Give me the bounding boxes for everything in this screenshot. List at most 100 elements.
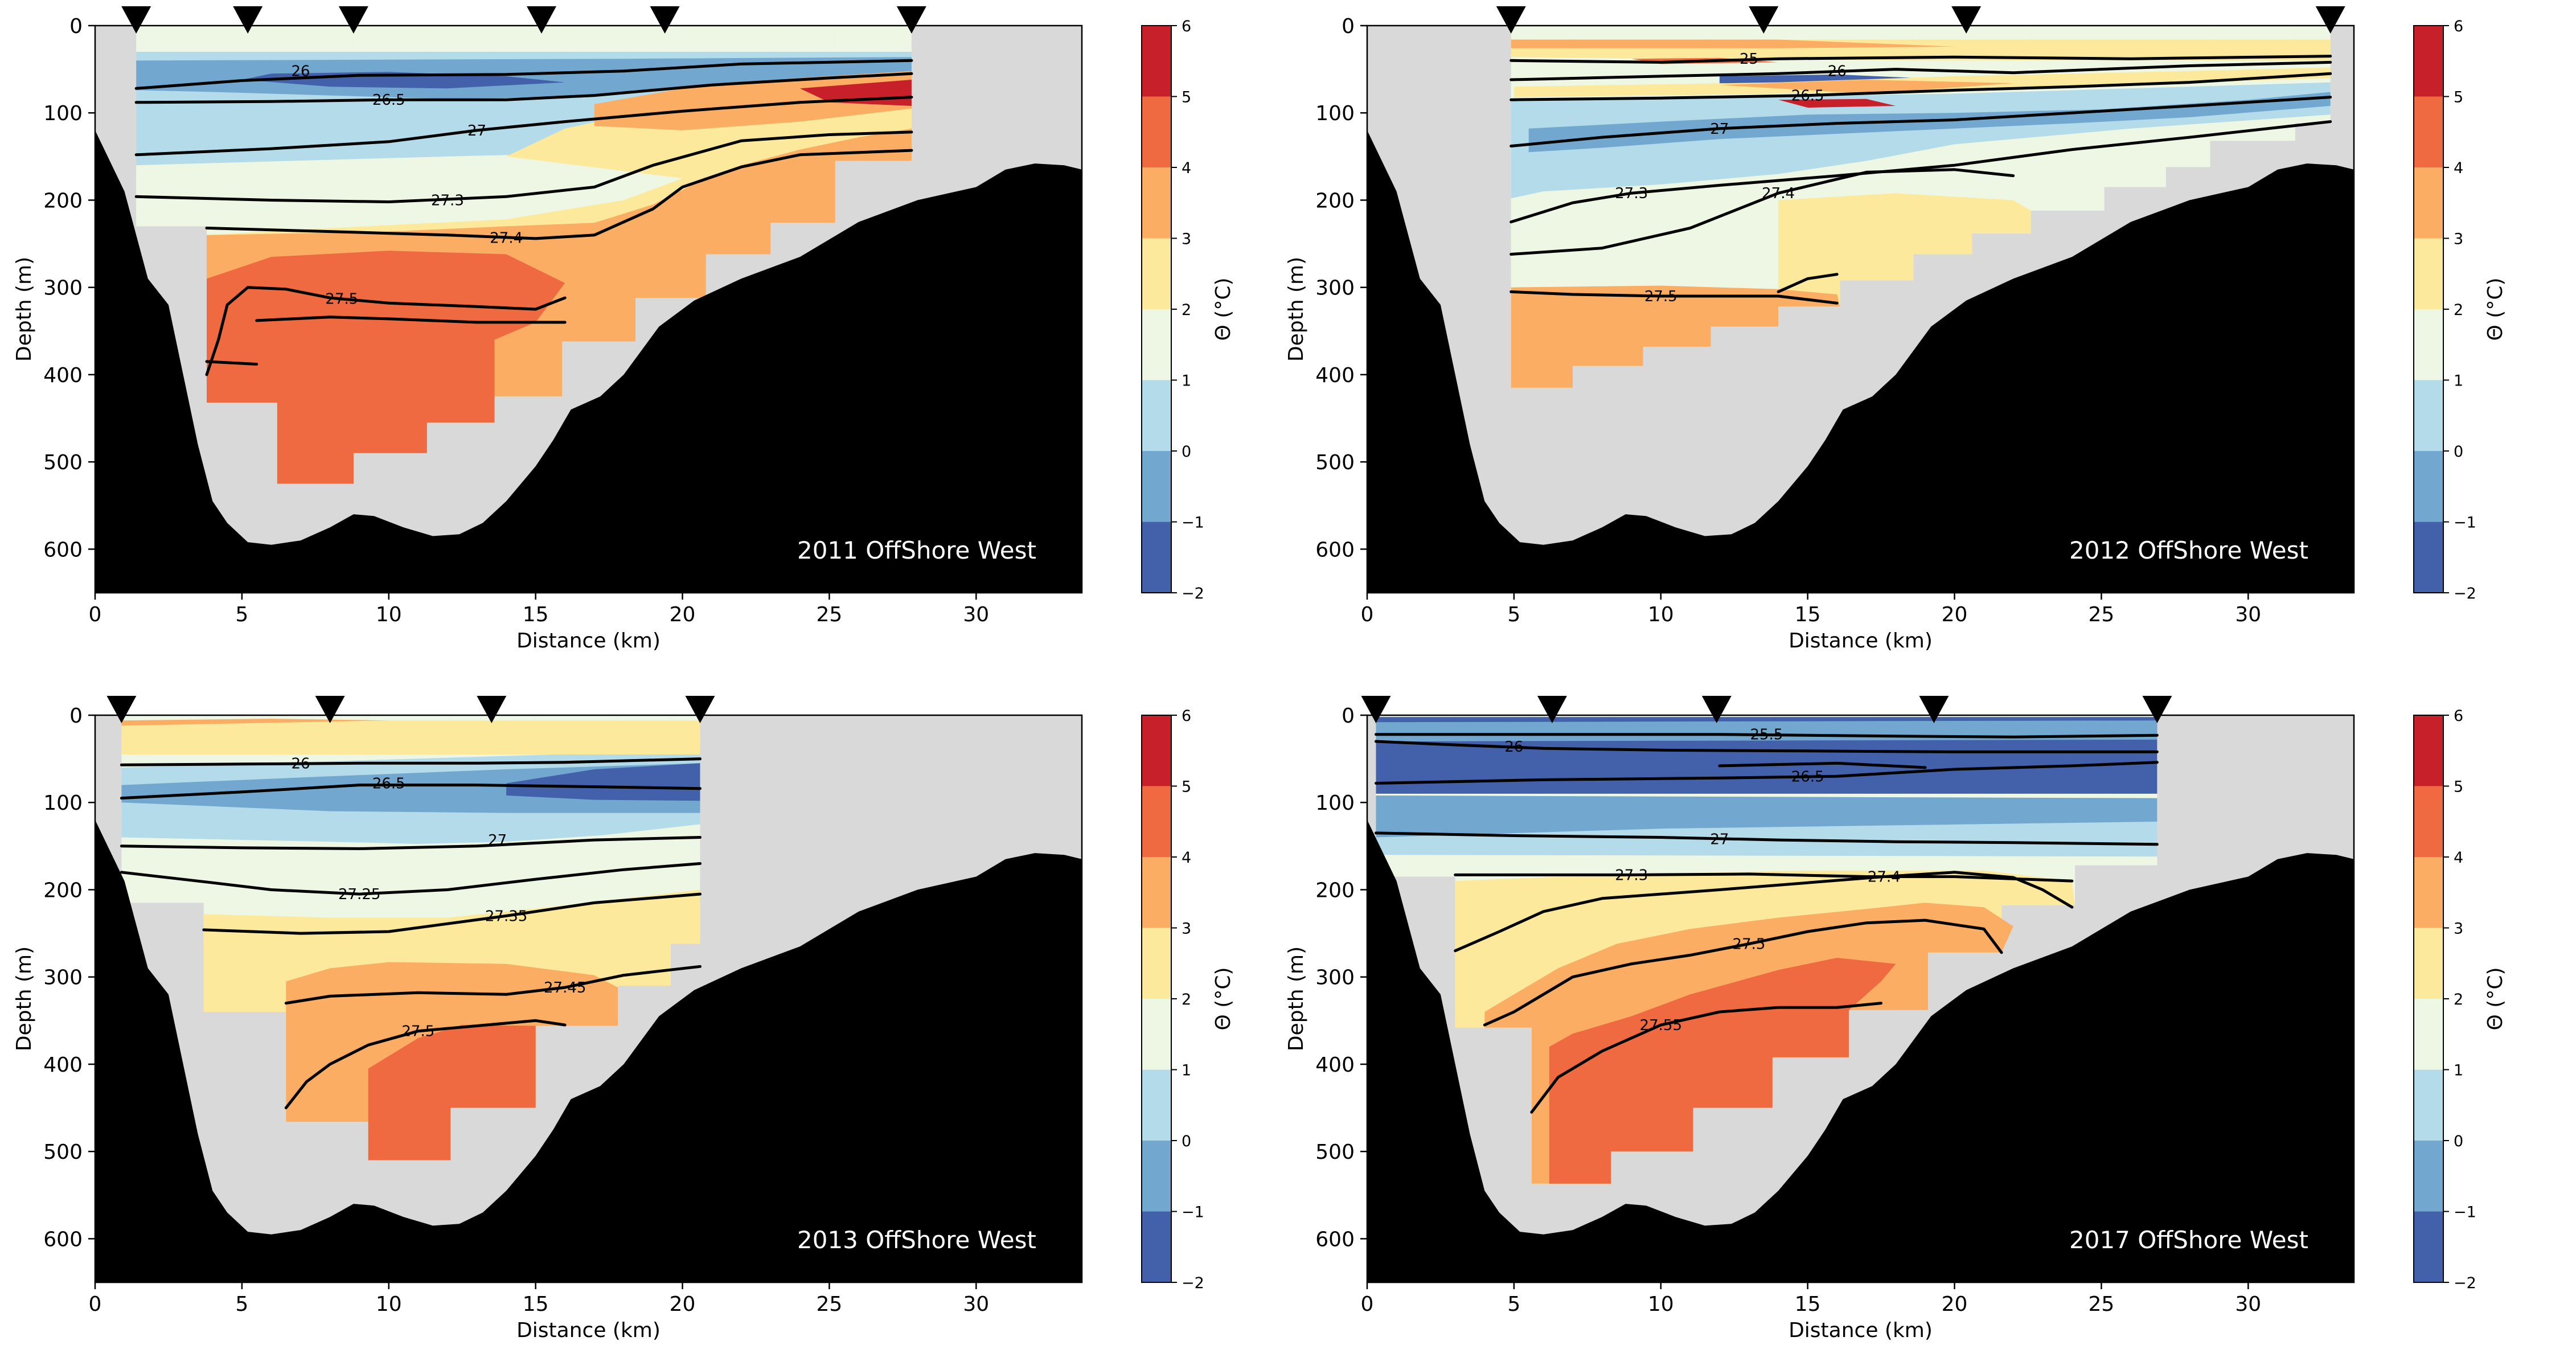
seafloor bbox=[1367, 819, 2354, 1282]
isopycnal-label: 27.55 bbox=[1640, 1017, 1682, 1034]
y-axis-label: Depth (m) bbox=[1285, 257, 1308, 362]
isopycnal-line bbox=[284, 1019, 567, 1109]
x-axis-label: Distance (km) bbox=[516, 629, 661, 653]
isopycnal-line bbox=[1375, 831, 2159, 846]
plot-frame bbox=[1366, 24, 2355, 594]
temperature-field bbox=[368, 1025, 536, 1161]
isopycnal-line bbox=[205, 149, 913, 240]
station-marker bbox=[1951, 6, 1982, 34]
temperature-field bbox=[1549, 958, 1896, 1184]
colorbar: −2 −1 0 1 2 3 4 5 6 Θ (°C) bbox=[2413, 18, 2507, 602]
isopycnal-line bbox=[1509, 290, 1839, 305]
y-tick-label: 300 bbox=[1315, 277, 1355, 300]
temperature-field bbox=[1511, 285, 1840, 388]
isopycnal-label: 27.45 bbox=[544, 979, 586, 997]
y-tick-label: 600 bbox=[43, 538, 83, 561]
isopycnal-label: 27.5 bbox=[325, 291, 358, 308]
isopycnal-line bbox=[120, 757, 702, 766]
station-markers bbox=[1361, 696, 2172, 723]
colorbar-tick-label: 2 bbox=[2454, 301, 2463, 319]
station-marker bbox=[1919, 696, 1949, 723]
isopycnal-line bbox=[134, 96, 913, 157]
colorbar-segment bbox=[1142, 380, 1171, 451]
colorbar-segment bbox=[1142, 451, 1171, 522]
colorbar-tick-label: −1 bbox=[2454, 1204, 2476, 1221]
temperature-field bbox=[594, 71, 912, 130]
plot-area: 26 26.5 27 27.3 27.4 27.5 bbox=[95, 26, 1082, 593]
colorbar-segment bbox=[2414, 857, 2443, 928]
y-tick-label: 200 bbox=[1315, 879, 1355, 902]
isopycnal-label: 27 bbox=[488, 832, 507, 849]
isopycnal-line bbox=[1454, 872, 2074, 883]
isopycnal-line bbox=[134, 130, 913, 203]
x-axis: 0 5 10 15 20 25 30 Distance (km) bbox=[89, 593, 989, 653]
isopycnal-label: 27.3 bbox=[1615, 185, 1648, 202]
colorbar-tick-label: 3 bbox=[1182, 231, 1191, 248]
panel-label: 2017 OffShore West bbox=[2069, 1226, 2308, 1254]
isopycnal-line bbox=[120, 836, 702, 850]
isopycnal-label: 26.5 bbox=[1791, 88, 1824, 105]
temperature-field bbox=[1376, 821, 2157, 864]
temperature-field bbox=[1376, 795, 2157, 842]
colorbar-tick-label: 6 bbox=[2454, 707, 2463, 725]
x-tick-label: 15 bbox=[1795, 603, 1821, 626]
isopycnal-label: 27.3 bbox=[1615, 867, 1648, 884]
colorbar-tick-label: 5 bbox=[2454, 89, 2463, 106]
y-tick-label: 400 bbox=[1315, 1053, 1355, 1077]
isopycnal-label: 27.35 bbox=[485, 908, 527, 925]
colorbar-segment bbox=[1142, 1141, 1171, 1212]
colorbar-label: Θ (°C) bbox=[1212, 277, 1235, 341]
x-tick-label: 10 bbox=[376, 603, 402, 626]
isopycnal-line bbox=[1509, 120, 2332, 224]
isopycnal-line bbox=[1777, 273, 1839, 293]
colorbar-tick-label: −2 bbox=[1182, 585, 1204, 602]
y-axis: 0 100 200 300 400 500 600 Depth (m) bbox=[1285, 704, 1367, 1251]
isopycnal-line bbox=[1483, 918, 2003, 1027]
colorbar-tick-label: 0 bbox=[1182, 1133, 1191, 1150]
y-tick-label: 200 bbox=[1315, 189, 1355, 212]
isopycnal-line bbox=[120, 862, 702, 896]
isopycnal-label: 27.5 bbox=[1733, 936, 1766, 953]
colorbar-segment bbox=[2414, 786, 2443, 857]
y-tick-label: 400 bbox=[43, 364, 83, 387]
colorbar-tick-label: 3 bbox=[2454, 231, 2463, 248]
colorbar-segment bbox=[1142, 238, 1171, 309]
isopycnal-line bbox=[284, 965, 702, 1005]
panel-label: 2013 OffShore West bbox=[797, 1226, 1036, 1254]
y-tick-label: 100 bbox=[43, 792, 83, 815]
y-tick-label: 200 bbox=[43, 879, 83, 902]
temperature-field bbox=[207, 251, 565, 484]
x-tick-label: 25 bbox=[817, 1293, 843, 1316]
y-tick-label: 0 bbox=[69, 704, 83, 728]
colorbar-segment bbox=[1142, 715, 1171, 786]
seafloor bbox=[1367, 130, 2354, 593]
station-marker bbox=[315, 696, 345, 723]
station-marker bbox=[1537, 696, 1567, 723]
y-axis-label: Depth (m) bbox=[13, 257, 36, 362]
isopycnal-line bbox=[255, 315, 567, 324]
plot-area: 25.5 26 26.5 27 27.3 27.4 27.5 27.55 bbox=[1367, 715, 2354, 1282]
isopycnal-line bbox=[1509, 55, 2332, 64]
isopycnal-label: 27.4 bbox=[1868, 868, 1901, 885]
isopycnals: 26 26.5 27 27.3 27.4 27.5 bbox=[134, 59, 913, 376]
colorbar-segment bbox=[2414, 1211, 2443, 1282]
y-tick-label: 100 bbox=[1315, 102, 1355, 125]
isopycnal-line bbox=[120, 784, 702, 800]
colorbar-tick-label: 3 bbox=[1182, 920, 1191, 938]
colorbar-segment bbox=[2414, 380, 2443, 451]
x-axis-label: Distance (km) bbox=[516, 1319, 661, 1342]
colorbar-tick-label: 3 bbox=[2454, 920, 2463, 938]
station-marker bbox=[1361, 696, 1391, 723]
y-tick-label: 600 bbox=[43, 1228, 83, 1251]
temperature-field bbox=[1778, 193, 2031, 307]
y-tick-label: 500 bbox=[1315, 451, 1355, 474]
y-tick-label: 300 bbox=[43, 277, 83, 300]
isopycnal-label: 26.5 bbox=[372, 92, 405, 109]
isopycnal-label: 27 bbox=[1710, 121, 1729, 138]
y-tick-label: 0 bbox=[1342, 704, 1355, 728]
colorbar-tick-label: 2 bbox=[2454, 991, 2463, 1008]
colorbar-tick-label: 6 bbox=[1182, 18, 1191, 35]
